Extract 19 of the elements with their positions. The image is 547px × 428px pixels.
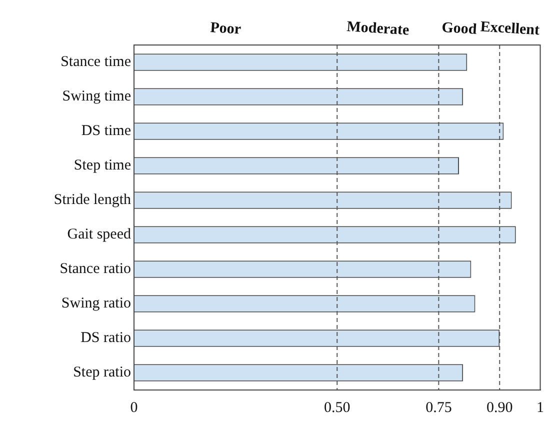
y-tick-label: Stance time [60,54,132,70]
x-tick-label: 1 [536,400,544,416]
y-tick-label: DS time [81,123,132,140]
text: Poor [210,20,242,38]
y-tick-label: Swing time [62,88,132,105]
text: Moderate [346,19,410,39]
x-tick-label: 0.90 [486,400,513,416]
y-tick-label: Stride length [54,192,132,208]
x-tick-label: 0 [130,400,138,416]
y-tick-label: Stance ratio [60,261,131,278]
y-tick-label: Gait speed [67,226,132,243]
y-tick-label: Step ratio [73,364,131,381]
y-tick-label: Step time [74,158,132,174]
x-tick-label: 0.75 [426,400,452,416]
y-tick-label: Swing ratio [61,296,131,312]
text: Excellent [480,19,540,39]
text: Good [441,20,478,38]
x-tick-label: 0.50 [324,400,350,416]
y-tick-label: DS ratio [80,330,131,346]
